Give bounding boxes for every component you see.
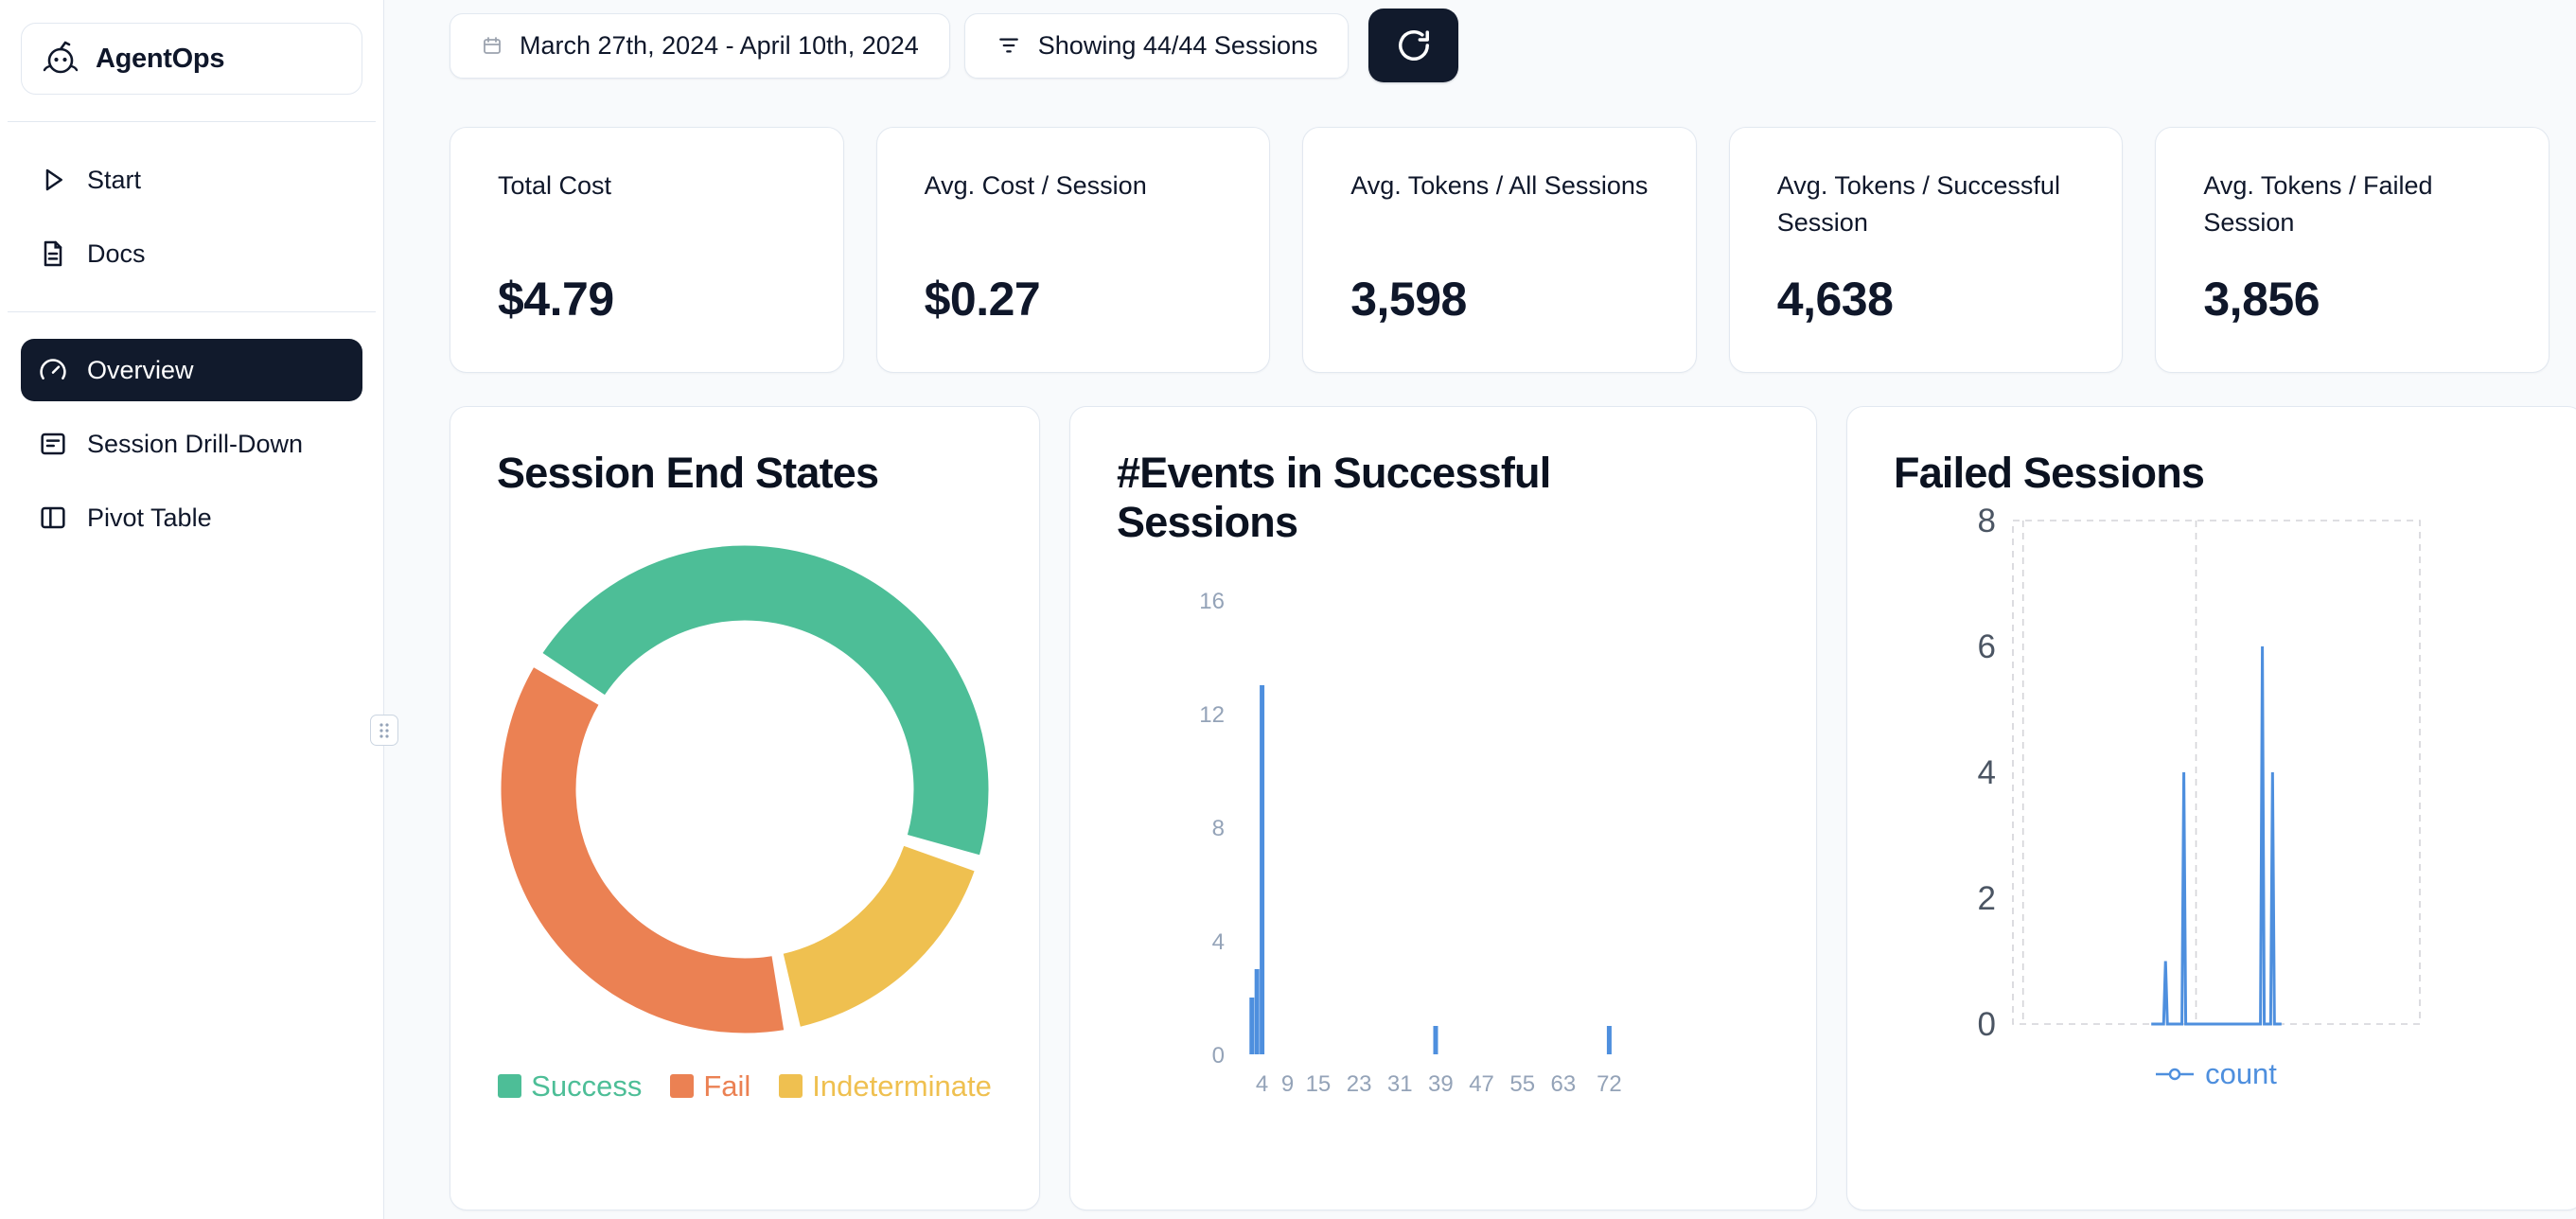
- svg-text:4: 4: [1256, 1071, 1268, 1097]
- toolbar: March 27th, 2024 - April 10th, 2024 Show…: [450, 9, 2550, 82]
- svg-text:63: 63: [1551, 1071, 1577, 1097]
- count-legend[interactable]: count: [1894, 1057, 2537, 1091]
- session-end-states-card: Session End States Success Fail Indeterm…: [450, 406, 1040, 1210]
- chart-title: Failed Sessions: [1894, 449, 2205, 497]
- svg-text:8: 8: [1212, 816, 1225, 841]
- svg-text:23: 23: [1347, 1071, 1372, 1097]
- sidebar-item-pivot-table[interactable]: Pivot Table: [21, 486, 362, 549]
- svg-text:47: 47: [1469, 1071, 1494, 1097]
- events-in-successful-sessions-card: #Events in Successful Sessions 0 4 8 12 16 4 9…: [1069, 406, 1817, 1210]
- refresh-button[interactable]: [1368, 9, 1459, 82]
- agentops-logo-icon: [43, 41, 79, 74]
- svg-text:31: 31: [1387, 1071, 1413, 1097]
- legend-item-indeterminate[interactable]: Indeterminate: [779, 1069, 992, 1104]
- stat-label: Total Cost: [498, 171, 612, 200]
- indeterminate-swatch: [779, 1074, 803, 1099]
- play-icon: [45, 168, 62, 191]
- sessions-filter-label: Showing 44/44 Sessions: [1037, 30, 1318, 60]
- refresh-icon: [1399, 30, 1429, 61]
- date-range-label: March 27th, 2024 - April 10th, 2024: [520, 30, 919, 60]
- sidebar-item-label: Session Drill-Down: [87, 429, 304, 458]
- stat-label: Avg. Tokens / All Sessions: [1350, 171, 1649, 200]
- app-name: AgentOps: [96, 43, 225, 74]
- app-logo[interactable]: AgentOps: [21, 23, 362, 95]
- fail-swatch: [670, 1074, 695, 1099]
- stat-value: 4,638: [1776, 273, 1894, 326]
- stat-card-avg-tokens-all: Avg. Tokens / All Sessions 3,598: [1302, 127, 1697, 373]
- svg-text:16: 16: [1199, 589, 1225, 614]
- main-content: March 27th, 2024 - April 10th, 2024 Show…: [385, 0, 2576, 1210]
- legend-item-success[interactable]: Success: [498, 1069, 642, 1104]
- donut-legend: Success Fail Indeterminate: [497, 1069, 993, 1104]
- sidebar-item-label: Pivot Table: [87, 503, 212, 532]
- list-card-icon: [41, 433, 65, 455]
- session-end-states-donut-chart: [501, 545, 989, 1034]
- success-swatch: [498, 1074, 522, 1099]
- svg-text:72: 72: [1597, 1071, 1622, 1097]
- svg-text:0: 0: [1212, 1043, 1225, 1069]
- stat-value: $4.79: [498, 273, 614, 326]
- failed-sessions-line-chart: 0 2 4 6 8: [1978, 504, 2421, 1043]
- grip-dots-icon: [379, 722, 389, 738]
- chart-title: #Events in Successful Sessions: [1117, 449, 1551, 546]
- sidebar-item-label: Overview: [87, 355, 194, 384]
- legend-label: Success: [531, 1069, 643, 1103]
- stat-card-total-cost: Total Cost $4.79: [450, 127, 844, 373]
- chart-title: Session End States: [497, 449, 879, 497]
- legend-label: Indeterminate: [812, 1069, 992, 1103]
- svg-text:6: 6: [1978, 628, 1996, 665]
- svg-text:39: 39: [1428, 1071, 1454, 1097]
- sidebar-item-docs[interactable]: Docs: [21, 222, 362, 285]
- sidebar-divider: [8, 121, 376, 122]
- calendar-icon: [484, 37, 501, 54]
- sidebar-divider: [8, 311, 376, 312]
- stat-value: 3,856: [2203, 273, 2320, 326]
- sidebar-item-label: Docs: [87, 238, 146, 268]
- svg-text:4: 4: [1978, 754, 1996, 791]
- stat-value: 3,598: [1350, 273, 1467, 326]
- svg-text:9: 9: [1281, 1071, 1294, 1097]
- legend-label: Fail: [703, 1069, 751, 1103]
- svg-text:12: 12: [1199, 702, 1225, 728]
- stat-label: Avg. Tokens / Failed Session: [2203, 171, 2433, 238]
- svg-text:55: 55: [1509, 1071, 1535, 1097]
- stat-card-avg-tokens-successful: Avg. Tokens / Successful Session 4,638: [1728, 127, 2124, 373]
- sidebar-resize-handle[interactable]: [370, 715, 398, 746]
- docs-icon: [44, 240, 62, 267]
- count-legend-marker: [2156, 1068, 2195, 1080]
- sidebar-item-start[interactable]: Start: [21, 149, 362, 211]
- svg-text:4: 4: [1212, 929, 1225, 955]
- gauge-icon: [40, 359, 66, 380]
- stat-value: $0.27: [924, 273, 1041, 326]
- svg-text:2: 2: [1978, 880, 1996, 917]
- sidebar: AgentOps Start Docs Overview Session Dri…: [0, 0, 384, 1219]
- sidebar-item-label: Start: [87, 165, 142, 194]
- charts-row: Session End States Success Fail Indeterm…: [450, 406, 2576, 1210]
- svg-text:15: 15: [1306, 1071, 1332, 1097]
- legend-item-fail[interactable]: Fail: [670, 1069, 750, 1104]
- stat-label: Avg. Cost / Session: [924, 171, 1147, 200]
- table-columns-icon: [41, 506, 65, 529]
- stat-card-avg-tokens-failed: Avg. Tokens / Failed Session 3,856: [2155, 127, 2550, 373]
- stats-row: Total Cost $4.79 Avg. Cost / Session $0.…: [450, 127, 2550, 373]
- svg-text:8: 8: [1978, 504, 1996, 539]
- sidebar-item-session-drill-down[interactable]: Session Drill-Down: [21, 413, 362, 475]
- date-range-button[interactable]: March 27th, 2024 - April 10th, 2024: [450, 12, 950, 79]
- sidebar-item-overview[interactable]: Overview: [21, 339, 362, 401]
- stat-label: Avg. Tokens / Successful Session: [1776, 171, 2060, 238]
- filter-icon: [998, 38, 1018, 53]
- count-legend-label: count: [2205, 1056, 2277, 1090]
- svg-text:0: 0: [1978, 1006, 1996, 1043]
- failed-sessions-card: Failed Sessions 0 2 4 6 8 count: [1846, 406, 2576, 1210]
- sessions-filter-button[interactable]: Showing 44/44 Sessions: [963, 12, 1350, 79]
- stat-card-avg-cost-session: Avg. Cost / Session $0.27: [875, 127, 1271, 373]
